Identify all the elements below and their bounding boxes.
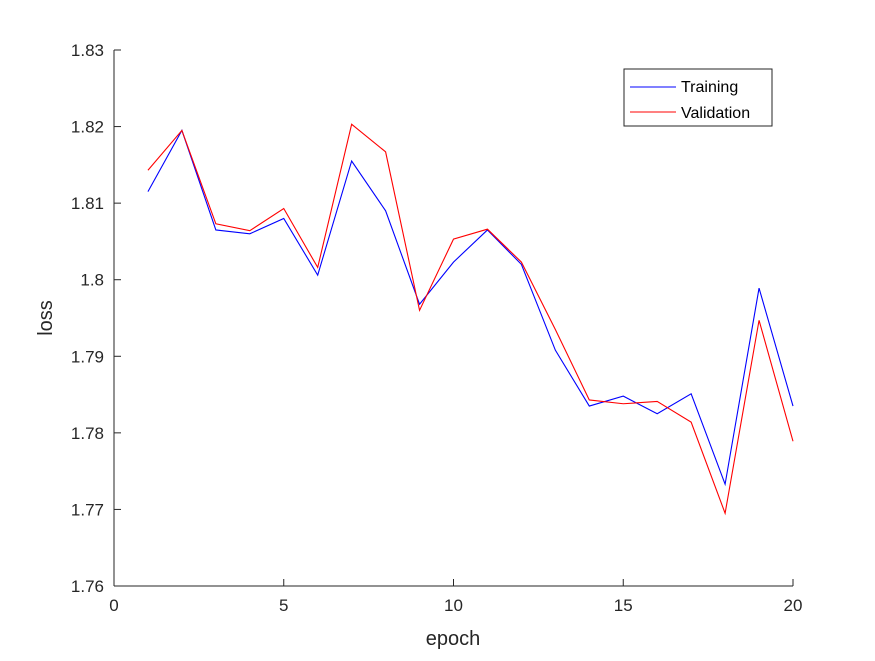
ticks-layer: 0 5 10 15 20 1.76 1.77 1.78 1.79 1.8 1.81 1.82 1.83 bbox=[71, 41, 803, 615]
x-tick-label: 5 bbox=[279, 596, 288, 615]
x-tick-label: 15 bbox=[614, 596, 633, 615]
legend-label-training: Training bbox=[681, 79, 738, 96]
x-tick-label: 0 bbox=[109, 596, 118, 615]
x-tick-label: 20 bbox=[784, 596, 803, 615]
y-tick-label: 1.81 bbox=[71, 194, 104, 213]
axes-background bbox=[114, 50, 793, 586]
legend-label-validation: Validation bbox=[681, 105, 750, 122]
x-axis-title: epoch bbox=[426, 628, 481, 650]
y-tick-label: 1.83 bbox=[71, 41, 104, 60]
y-tick-label: 1.76 bbox=[71, 577, 104, 596]
legend: Training Validation bbox=[623, 68, 773, 127]
series-line-training bbox=[147, 129, 794, 487]
y-tick-label: 1.77 bbox=[71, 500, 104, 519]
y-tick-label: 1.79 bbox=[71, 347, 104, 366]
series-layer bbox=[147, 123, 794, 516]
x-tick-label: 10 bbox=[444, 596, 463, 615]
legend-box bbox=[623, 68, 773, 127]
series-line-validation bbox=[147, 123, 794, 516]
y-tick-label: 1.78 bbox=[71, 424, 104, 443]
y-axis-title: loss bbox=[35, 300, 57, 336]
y-tick-label: 1.82 bbox=[71, 118, 104, 137]
y-tick-label: 1.8 bbox=[80, 271, 104, 290]
